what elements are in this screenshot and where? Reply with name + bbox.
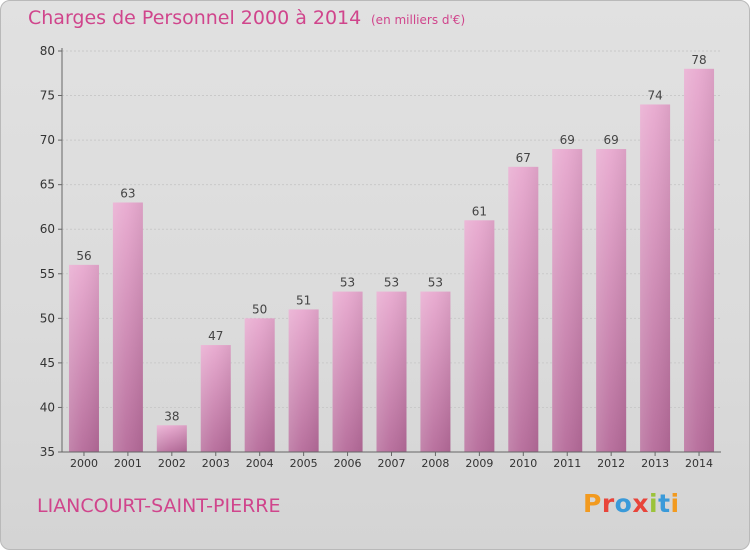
y-tick-label: 75	[40, 89, 55, 103]
y-tick-label: 45	[40, 356, 55, 370]
data-label: 53	[340, 276, 355, 290]
bar-shine	[640, 104, 671, 452]
chart-subtitle: (en milliers d'€)	[371, 13, 466, 27]
y-tick-label: 35	[40, 445, 55, 459]
data-label: 63	[120, 186, 135, 200]
bar-shine	[244, 318, 275, 452]
x-tick-label: 2007	[378, 457, 406, 470]
data-label: 53	[384, 276, 399, 290]
data-label: 74	[647, 88, 662, 102]
proxiti-logo[interactable]: Proxiti	[583, 489, 680, 518]
bar-shine	[376, 291, 407, 452]
data-label: 47	[208, 329, 223, 343]
commune-name: LIANCOURT-SAINT-PIERRE	[37, 495, 281, 517]
bar-shine	[552, 149, 583, 452]
axes: 35 40 45 50 55 60 65 70 75 80 2000 2001 2002 2003 2004…	[40, 44, 721, 470]
logo-letter: r	[601, 489, 615, 518]
y-tick-label: 65	[40, 178, 55, 192]
y-tick-label: 40	[40, 400, 55, 414]
bar-shine	[68, 264, 99, 452]
bar-shine	[200, 345, 231, 452]
x-tick-label: 2006	[334, 457, 362, 470]
bar-shine	[156, 425, 187, 452]
y-tick-label: 50	[40, 311, 55, 325]
y-tick-label: 55	[40, 267, 55, 281]
y-tick-label: 70	[40, 133, 55, 147]
bar-shine	[288, 309, 319, 452]
data-label: 53	[428, 276, 443, 290]
x-tick-label: 2000	[70, 457, 98, 470]
logo-letter: t	[658, 489, 671, 518]
data-label: 69	[604, 133, 619, 147]
logo-letter: i	[649, 489, 659, 518]
x-tick-label: 2002	[158, 457, 186, 470]
bar-shine	[420, 291, 451, 452]
data-label: 67	[516, 151, 531, 165]
logo-letter: P	[583, 489, 602, 518]
bar-shine	[464, 220, 495, 452]
x-tick-label: 2003	[202, 457, 230, 470]
data-label: 51	[296, 293, 311, 307]
bars	[68, 68, 715, 453]
x-tick-label: 2010	[509, 457, 537, 470]
data-label: 69	[560, 133, 575, 147]
data-label: 56	[76, 249, 91, 263]
bar-shine	[684, 68, 715, 453]
data-label: 78	[691, 53, 706, 67]
y-tick-label: 60	[40, 222, 55, 236]
x-tick-label: 2011	[553, 457, 581, 470]
x-tick-label: 2004	[246, 457, 274, 470]
bar-shine	[508, 166, 539, 452]
bar-shine	[112, 202, 143, 452]
x-tick-label: 2014	[685, 457, 713, 470]
y-tick-label: 80	[40, 44, 55, 58]
data-label: 61	[472, 204, 487, 218]
x-tick-label: 2008	[421, 457, 449, 470]
logo-letter: x	[632, 489, 649, 518]
logo-letter: o	[614, 489, 633, 518]
data-labels: 56 63 38 47 50 51 53 53 53 61 67 69 69 74 78	[76, 53, 706, 423]
x-tick-label: 2001	[114, 457, 142, 470]
chart-title: Charges de Personnel 2000 à 2014	[28, 7, 362, 29]
bar-shine	[596, 149, 627, 452]
data-label: 38	[164, 409, 179, 423]
bar-shine	[332, 291, 363, 452]
data-label: 50	[252, 302, 267, 316]
x-tick-label: 2005	[290, 457, 318, 470]
logo-letter: i	[670, 489, 680, 518]
x-tick-label: 2013	[641, 457, 669, 470]
x-tick-label: 2012	[597, 457, 625, 470]
x-tick-label: 2009	[465, 457, 493, 470]
